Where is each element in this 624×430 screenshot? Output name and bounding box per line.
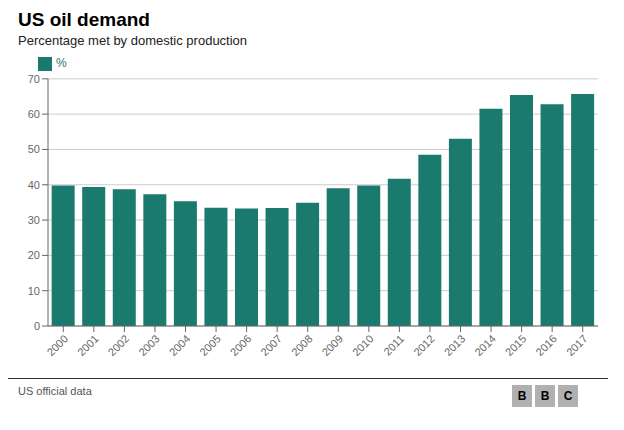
- svg-text:10: 10: [28, 285, 40, 297]
- svg-text:70: 70: [28, 73, 40, 85]
- svg-text:0: 0: [34, 320, 40, 332]
- svg-text:2015: 2015: [503, 332, 529, 358]
- svg-text:50: 50: [28, 143, 40, 155]
- html-text:US official data: US official data: [18, 385, 92, 397]
- html-text:Percentage met by domestic pro: Percentage met by domestic production: [18, 33, 248, 48]
- svg-text:2011: 2011: [381, 332, 406, 357]
- svg-text:2012: 2012: [411, 332, 437, 358]
- svg-text:2017: 2017: [564, 332, 590, 358]
- svg-text:2003: 2003: [136, 332, 162, 358]
- svg-text:2004: 2004: [167, 332, 193, 358]
- svg-text:2002: 2002: [106, 332, 132, 358]
- svg-text:20: 20: [28, 249, 40, 261]
- svg-text:2005: 2005: [197, 332, 223, 358]
- svg-text:2013: 2013: [442, 332, 468, 358]
- svg-text:60: 60: [28, 108, 40, 120]
- html-text:C: C: [563, 389, 573, 403]
- svg-text:2006: 2006: [228, 332, 254, 358]
- svg-text:40: 40: [28, 179, 40, 191]
- html-text:B: B: [540, 389, 550, 403]
- svg-text:30: 30: [28, 214, 40, 226]
- svg-text:2007: 2007: [258, 332, 284, 358]
- svg-text:2009: 2009: [319, 332, 345, 358]
- svg-text:2014: 2014: [472, 332, 498, 358]
- svg-text:2016: 2016: [533, 332, 559, 358]
- svg-text:2008: 2008: [289, 332, 315, 358]
- svg-text:2001: 2001: [75, 332, 101, 358]
- svg-text:2010: 2010: [350, 332, 376, 358]
- html-text:US oil demand: US oil demand: [18, 9, 150, 30]
- svg-text:2000: 2000: [44, 332, 70, 358]
- html-text:B: B: [517, 389, 527, 403]
